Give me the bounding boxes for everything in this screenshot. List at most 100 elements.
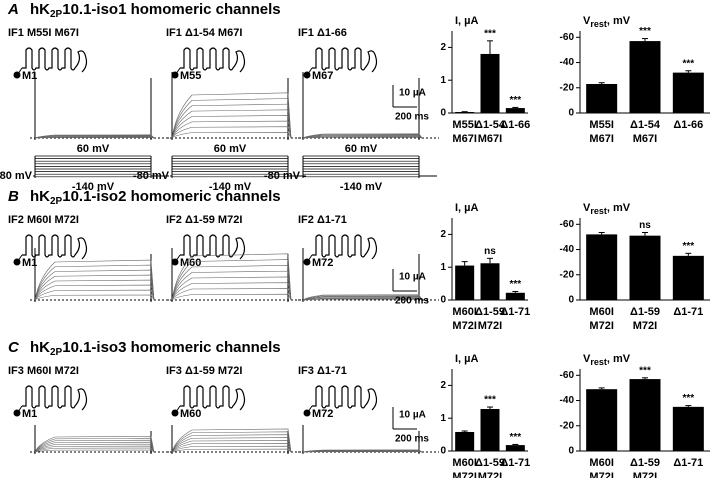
methionine-dot — [171, 71, 179, 79]
title-part: V — [583, 353, 591, 365]
current-trace — [34, 284, 155, 301]
current-trace — [34, 134, 155, 139]
x-tick-label: Δ1-71 — [500, 306, 530, 318]
voltage-label: 60 mV — [77, 143, 110, 155]
x-tick-label: M60I — [589, 306, 613, 318]
current-trace — [171, 253, 292, 301]
y-tick-label: 2 — [440, 42, 446, 53]
title-part: 10.1-iso3 homomeric channels — [62, 339, 280, 356]
current-trace — [171, 270, 292, 301]
bar — [455, 265, 475, 300]
significance: ns — [639, 220, 651, 231]
current-trace — [171, 443, 292, 453]
voltage-label: -80 mV — [133, 170, 170, 182]
current-trace — [34, 289, 155, 301]
title-sub: 2P — [50, 196, 63, 207]
title-part: 10.1-iso1 homomeric channels — [62, 1, 280, 18]
current-trace — [171, 132, 292, 139]
y-tick-label: 0 — [568, 295, 574, 306]
panel-title: hK2P10.1-iso3 homomeric channels — [30, 339, 281, 358]
bar — [455, 112, 475, 113]
significance: *** — [682, 58, 694, 69]
bar — [480, 263, 500, 300]
scale-time: 200 ms — [395, 296, 429, 307]
methionine-label: M1 — [22, 257, 37, 269]
scale-current: 10 µA — [399, 410, 426, 421]
y-tick-label: -20 — [560, 269, 575, 280]
x-tick-label: M67I — [589, 133, 613, 145]
title-part: , mV — [607, 15, 631, 27]
x-tick-label: Δ1-54 — [475, 119, 506, 131]
construct-label: IF2 M60I M72I — [8, 214, 79, 226]
bar — [505, 108, 525, 113]
title-sub: rest — [590, 357, 607, 367]
significance: *** — [639, 365, 651, 376]
x-tick-label: M72I — [589, 471, 613, 478]
scale-current: 10 µA — [399, 88, 426, 99]
significance: *** — [509, 95, 521, 106]
x-tick-label: M60I — [589, 457, 613, 469]
x-tick-label: M72I — [589, 320, 613, 332]
significance: *** — [682, 393, 694, 404]
methionine-dot — [13, 258, 21, 266]
y-tick-label: 1 — [440, 262, 446, 273]
x-tick-label: M72I — [633, 320, 657, 332]
x-tick-label: M67I — [478, 133, 502, 145]
x-tick-label: M72I — [478, 471, 502, 478]
current-trace — [171, 293, 292, 301]
title-part: I, µA — [455, 353, 479, 365]
construct-label: IF2 Δ1-71 — [298, 214, 347, 226]
chart-title: Vrest, mV — [583, 353, 631, 367]
chart-title: I, µA — [455, 353, 479, 365]
title-sub: rest — [590, 19, 607, 29]
channel-icon — [180, 385, 246, 411]
current-trace — [302, 133, 423, 139]
current-trace — [34, 435, 155, 453]
methionine-label: M67 — [312, 70, 333, 82]
x-tick-label: Δ1-71 — [500, 457, 530, 469]
significance: *** — [484, 28, 496, 39]
y-tick-label: -20 — [560, 82, 575, 93]
y-tick-label: 1 — [440, 75, 446, 86]
x-tick-label: M60I — [452, 306, 476, 318]
y-tick-label: -40 — [560, 244, 575, 255]
construct-label: IF1 Δ1-66 — [298, 27, 347, 39]
scale-current: 10 µA — [399, 272, 426, 283]
y-tick-label: 0 — [440, 108, 446, 119]
y-tick-label: 0 — [568, 446, 574, 457]
bar — [586, 234, 618, 300]
y-tick-label: -60 — [560, 219, 575, 230]
significance: *** — [509, 279, 521, 290]
bar — [629, 41, 661, 113]
methionine-label: M1 — [22, 70, 37, 82]
construct-label: IF3 Δ1-59 M72I — [166, 365, 242, 377]
y-tick-label: 2 — [440, 229, 446, 240]
current-trace — [171, 92, 292, 139]
current-trace — [34, 259, 155, 301]
voltage-label: -80 mV — [0, 170, 33, 182]
x-tick-label: Δ1-66 — [500, 119, 530, 131]
methionine-dot — [171, 409, 179, 417]
title-part: hK — [30, 339, 50, 356]
current-trace — [171, 126, 292, 139]
panel-title: hK2P10.1-iso1 homomeric channels — [30, 1, 281, 20]
bar — [629, 235, 661, 300]
construct-label: IF3 M60I M72I — [8, 365, 79, 377]
methionine-dot — [13, 71, 21, 79]
y-tick-label: 0 — [440, 446, 446, 457]
current-trace — [302, 449, 423, 453]
significance: *** — [682, 241, 694, 252]
bar — [455, 431, 475, 451]
construct-label: IF2 Δ1-59 M72I — [166, 214, 242, 226]
bar — [586, 389, 618, 451]
y-tick-label: -60 — [560, 370, 575, 381]
voltage-label: 60 mV — [345, 143, 378, 155]
panel-title: hK2P10.1-iso2 homomeric channels — [30, 188, 281, 207]
voltage-label: -140 mV — [340, 181, 383, 193]
methionine-dot — [303, 71, 311, 79]
y-tick-label: 1 — [440, 413, 446, 424]
x-tick-label: M67I — [452, 133, 476, 145]
construct-label: IF1 Δ1-54 M67I — [166, 27, 242, 39]
current-trace — [34, 274, 155, 301]
